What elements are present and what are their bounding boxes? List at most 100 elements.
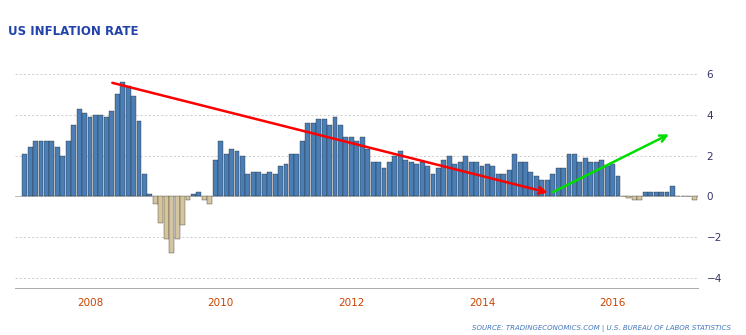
Bar — [643, 192, 648, 196]
Bar — [577, 162, 583, 196]
Text: US INFLATION RATE: US INFLATION RATE — [8, 25, 139, 39]
Bar — [659, 192, 664, 196]
Bar — [148, 194, 152, 196]
Bar — [87, 117, 93, 196]
Bar — [33, 141, 38, 196]
Bar — [60, 155, 65, 196]
Bar — [692, 196, 697, 200]
Bar — [599, 160, 604, 196]
Bar — [670, 186, 675, 196]
Bar — [605, 166, 609, 196]
Bar — [420, 162, 424, 196]
Bar — [125, 86, 131, 196]
Bar — [164, 196, 169, 239]
Bar — [632, 196, 637, 200]
Bar — [213, 160, 218, 196]
Bar — [528, 172, 533, 196]
Bar — [257, 172, 261, 196]
Bar — [398, 151, 403, 196]
Bar — [730, 186, 735, 196]
Bar — [44, 141, 49, 196]
Bar — [741, 168, 746, 196]
Bar — [77, 109, 81, 196]
Bar — [485, 164, 490, 196]
Bar — [610, 164, 615, 196]
Bar — [322, 119, 327, 196]
Bar — [349, 137, 354, 196]
Bar — [447, 155, 452, 196]
Bar — [300, 141, 305, 196]
Bar — [55, 147, 60, 196]
Bar — [338, 125, 343, 196]
Bar — [534, 176, 539, 196]
Bar — [719, 192, 724, 196]
Bar — [175, 196, 180, 239]
Bar — [234, 151, 239, 196]
Bar — [28, 147, 33, 196]
Bar — [333, 117, 337, 196]
Bar — [523, 162, 528, 196]
Bar — [153, 196, 158, 204]
Bar — [120, 82, 125, 196]
Bar — [289, 153, 294, 196]
Bar — [240, 155, 245, 196]
Bar — [490, 166, 495, 196]
Bar — [142, 174, 147, 196]
Bar — [615, 176, 621, 196]
Bar — [513, 153, 517, 196]
Bar — [404, 160, 408, 196]
Bar — [539, 180, 545, 196]
Bar — [316, 119, 321, 196]
Bar — [283, 164, 289, 196]
Bar — [627, 196, 631, 198]
Bar — [305, 123, 310, 196]
Bar — [327, 125, 332, 196]
Bar — [376, 162, 381, 196]
Bar — [468, 162, 474, 196]
Bar — [561, 168, 566, 196]
Bar — [583, 157, 588, 196]
Bar — [572, 153, 577, 196]
Bar — [430, 174, 436, 196]
Bar — [219, 141, 223, 196]
Bar — [272, 174, 278, 196]
Bar — [169, 196, 174, 254]
Bar — [196, 192, 201, 196]
Bar — [66, 141, 71, 196]
Bar — [442, 160, 446, 196]
Bar — [207, 196, 213, 204]
Bar — [458, 162, 463, 196]
Bar — [556, 168, 560, 196]
Bar — [425, 166, 430, 196]
Bar — [414, 164, 419, 196]
Bar — [708, 192, 713, 196]
Bar — [131, 96, 136, 196]
Bar — [518, 162, 522, 196]
Bar — [251, 172, 256, 196]
Bar — [311, 123, 316, 196]
Bar — [49, 141, 54, 196]
Bar — [104, 117, 109, 196]
Bar — [158, 196, 163, 223]
Bar — [202, 196, 207, 200]
Bar — [496, 174, 501, 196]
Bar — [262, 174, 266, 196]
Bar — [480, 166, 484, 196]
Bar — [436, 168, 441, 196]
Bar — [72, 125, 76, 196]
Bar — [452, 164, 457, 196]
Bar — [82, 113, 87, 196]
Bar — [22, 153, 27, 196]
Bar — [392, 155, 398, 196]
Bar — [343, 137, 348, 196]
Bar — [474, 162, 479, 196]
Bar — [648, 192, 653, 196]
Bar — [93, 115, 98, 196]
Bar — [594, 162, 599, 196]
Bar — [653, 192, 659, 196]
Bar — [551, 174, 555, 196]
Bar — [409, 162, 413, 196]
Bar — [736, 182, 740, 196]
Bar — [229, 149, 234, 196]
Bar — [191, 194, 196, 196]
